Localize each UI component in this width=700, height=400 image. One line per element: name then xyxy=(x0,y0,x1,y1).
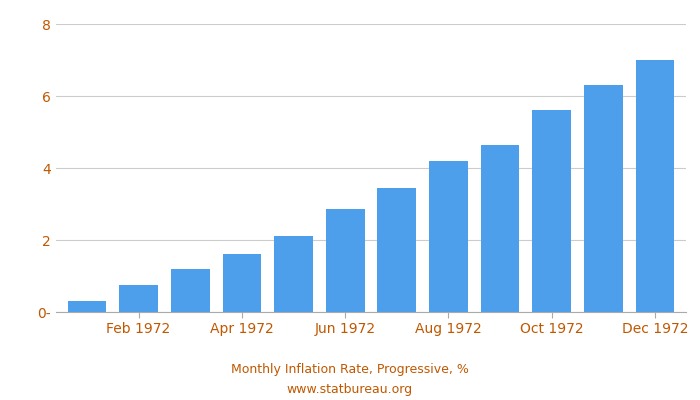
Text: Monthly Inflation Rate, Progressive, %: Monthly Inflation Rate, Progressive, % xyxy=(231,364,469,376)
Bar xyxy=(223,254,261,312)
Bar xyxy=(119,285,158,312)
Bar xyxy=(326,209,365,312)
Bar xyxy=(429,161,468,312)
Bar xyxy=(274,236,313,312)
Text: www.statbureau.org: www.statbureau.org xyxy=(287,384,413,396)
Bar xyxy=(533,110,571,312)
Bar xyxy=(481,144,519,312)
Bar xyxy=(377,188,416,312)
Bar xyxy=(584,85,623,312)
Bar xyxy=(171,269,209,312)
Bar xyxy=(636,60,674,312)
Bar xyxy=(68,301,106,312)
